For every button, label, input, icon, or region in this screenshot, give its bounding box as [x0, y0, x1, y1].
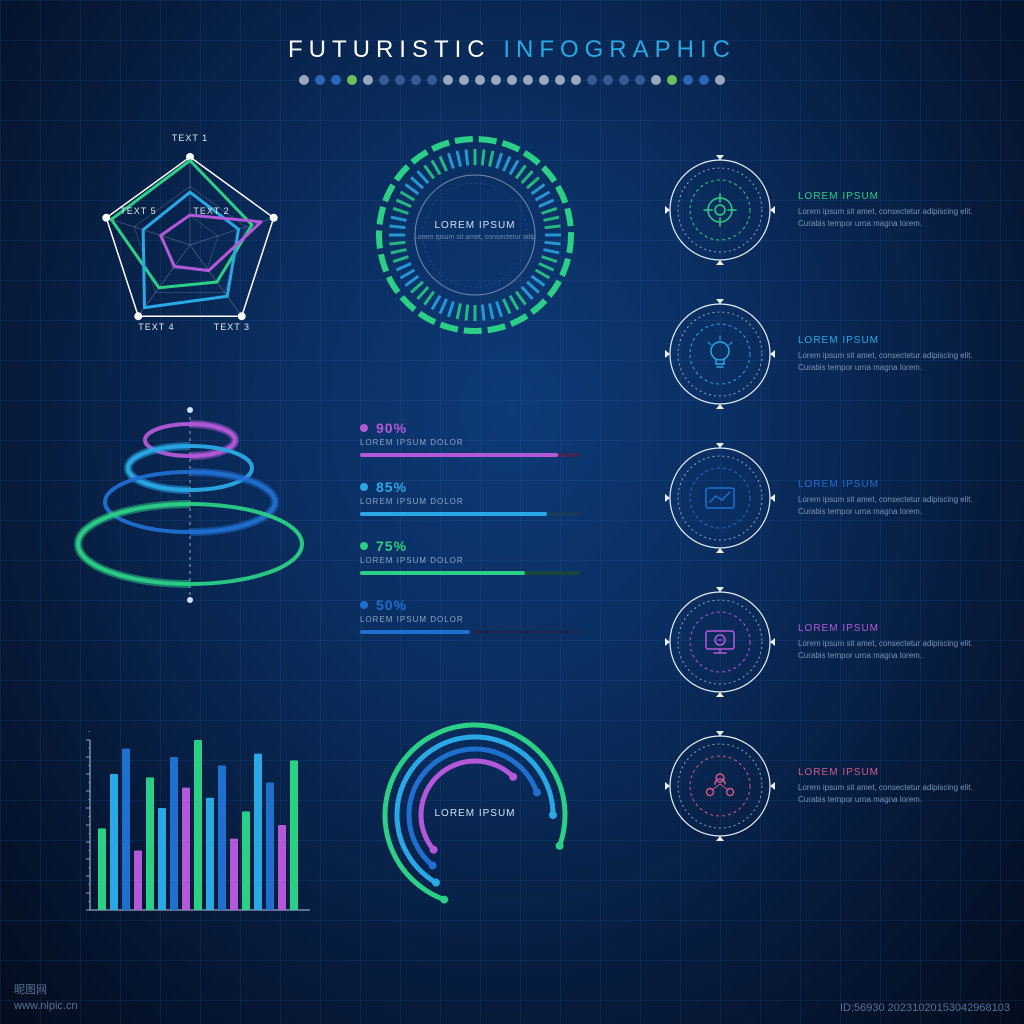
progress-pct: 75% [376, 538, 407, 554]
icon-item-desc: Lorem ipsum sit amet, consectetur adipis… [798, 350, 978, 372]
progress-pct: 85% [376, 479, 407, 495]
icon-list-item: LOREM IPSUM Lorem ipsum sit amet, consect… [660, 294, 1000, 414]
target-icon [660, 150, 780, 270]
watermark-left: 昵图网 www.nipic.cn [14, 983, 78, 1014]
icon-list-item: LOREM IPSUM Lorem ipsum sit amet, consect… [660, 582, 1000, 702]
arc-chart: LOREM IPSUM [360, 700, 590, 930]
center-ring-gauge: LOREM IPSUM Lorem ipsum sit amet, consec… [370, 130, 580, 340]
center-ring-title: LOREM IPSUM [370, 220, 580, 231]
progress-label: LOREM IPSUM DOLOR [360, 497, 620, 506]
icon-item-title: LOREM IPSUM [798, 767, 978, 778]
svg-text:TEXT 5: TEXT 5 [120, 206, 156, 216]
progress-pct: 90% [376, 420, 407, 436]
watermark-right: ID:56930 20231020153042968103 [840, 1002, 1010, 1014]
arc-chart-title: LOREM IPSUM [420, 808, 530, 819]
center-ring-subtitle: Lorem ipsum sit amet, consectetur adip [370, 234, 580, 241]
title-word-2: INFOGRAPHIC [503, 36, 736, 63]
svg-text:TEXT 4: TEXT 4 [138, 322, 174, 332]
svg-text:TEXT 2: TEXT 2 [193, 206, 229, 216]
icon-list: LOREM IPSUM Lorem ipsum sit amet, consect… [660, 150, 1000, 870]
progress-pct: 50% [376, 597, 407, 613]
icon-list-item: LOREM IPSUM Lorem ipsum sit amet, consect… [660, 150, 1000, 270]
icon-item-desc: Lorem ipsum sit amet, consectetur adipis… [798, 206, 978, 228]
progress-bar-row: 75% LOREM IPSUM DOLOR [360, 538, 620, 575]
monitor-icon [660, 582, 780, 702]
radar-chart: TEXT 1 TEXT 2 TEXT 3 TEXT 4 TEXT 5 [60, 120, 320, 360]
cone-rings-chart [50, 400, 330, 620]
icon-item-title: LOREM IPSUM [798, 335, 978, 346]
progress-label: LOREM IPSUM DOLOR [360, 615, 620, 624]
icon-item-title: LOREM IPSUM [798, 479, 978, 490]
page-title: FUTURISTIC INFOGRAPHIC [0, 36, 1024, 64]
title-dots [0, 72, 1024, 90]
icon-list-item: LOREM IPSUM Lorem ipsum sit amet, consect… [660, 438, 1000, 558]
progress-label: LOREM IPSUM DOLOR [360, 556, 620, 565]
progress-bar-row: 85% LOREM IPSUM DOLOR [360, 479, 620, 516]
progress-bars: 90% LOREM IPSUM DOLOR 85% LOREM IPSUM DOLOR… [360, 420, 620, 656]
icon-item-desc: Lorem ipsum sit amet, consectetur adipis… [798, 782, 978, 804]
people-icon [660, 726, 780, 846]
progress-bar-row: 90% LOREM IPSUM DOLOR [360, 420, 620, 457]
progress-bar-row: 50% LOREM IPSUM DOLOR [360, 597, 620, 634]
icon-item-title: LOREM IPSUM [798, 191, 978, 202]
title-word-1: FUTURISTIC [288, 36, 491, 63]
icon-item-desc: Lorem ipsum sit amet, consectetur adipis… [798, 494, 978, 516]
bar-chart [60, 720, 320, 930]
icon-item-desc: Lorem ipsum sit amet, consectetur adipis… [798, 638, 978, 660]
icon-item-title: LOREM IPSUM [798, 623, 978, 634]
icon-list-item: LOREM IPSUM Lorem ipsum sit amet, consect… [660, 726, 1000, 846]
svg-text:TEXT 1: TEXT 1 [172, 133, 208, 143]
chart-icon [660, 438, 780, 558]
svg-text:TEXT 3: TEXT 3 [214, 322, 250, 332]
progress-label: LOREM IPSUM DOLOR [360, 438, 620, 447]
bulb-icon [660, 294, 780, 414]
